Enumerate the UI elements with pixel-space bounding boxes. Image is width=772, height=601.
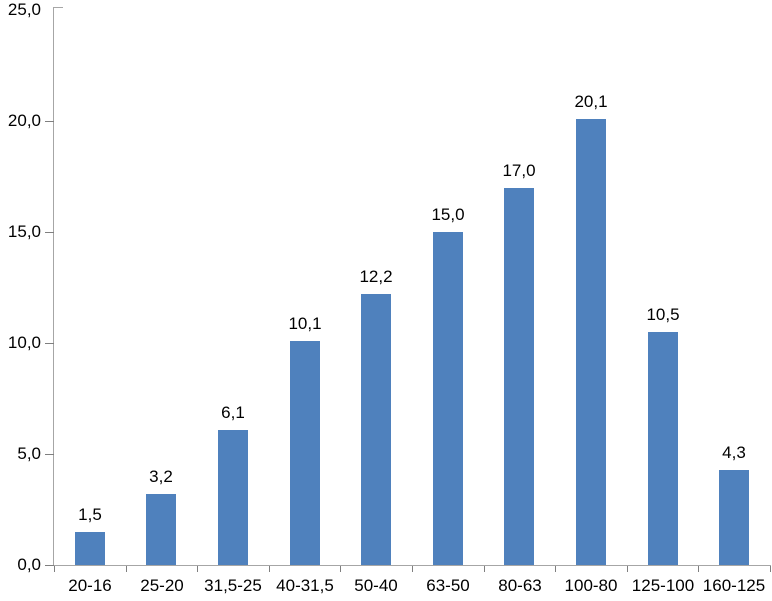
y-axis-top-tick [54, 7, 63, 8]
x-axis-category-label: 25-20 [140, 576, 184, 595]
y-axis-tick [45, 121, 54, 122]
x-axis-category-label: 50-40 [354, 576, 398, 595]
x-axis-tick [484, 566, 485, 572]
bar [218, 430, 248, 565]
x-axis-category-label: 40-31,5 [276, 576, 334, 595]
bar-value-label: 17,0 [502, 161, 536, 180]
x-axis-tick [770, 566, 771, 572]
y-axis-tick-label: 25,0 [7, 0, 41, 19]
x-axis-tick [698, 566, 699, 572]
x-axis-tick [412, 566, 413, 572]
bar-value-label: 6,1 [221, 403, 245, 422]
x-axis-category-label: 100-80 [564, 576, 618, 595]
x-axis-tick [340, 566, 341, 572]
y-axis-tick [45, 232, 54, 233]
x-axis-category-label: 125-100 [631, 576, 695, 595]
y-axis-tick [45, 565, 54, 566]
bar [75, 532, 105, 565]
y-axis-line [53, 7, 54, 566]
bar [433, 232, 463, 565]
y-axis-tick-label: 0,0 [17, 555, 41, 574]
x-axis-tick [269, 566, 270, 572]
bar-value-label: 10,5 [646, 305, 680, 324]
bar-value-label: 4,3 [722, 443, 746, 462]
bar-value-label: 1,5 [78, 505, 102, 524]
x-axis-category-label: 160-125 [702, 576, 766, 595]
x-axis-category-label: 63-50 [426, 576, 470, 595]
y-axis-tick-label: 20,0 [7, 111, 41, 130]
x-axis-tick [126, 566, 127, 572]
bar-value-label: 3,2 [149, 467, 173, 486]
bar [504, 188, 534, 565]
y-axis-tick [45, 343, 54, 344]
y-axis-tick-label: 5,0 [17, 444, 41, 463]
bar [648, 332, 678, 565]
y-axis-tick [45, 454, 54, 455]
y-axis-tick-label: 15,0 [7, 222, 41, 241]
bar [719, 470, 749, 565]
x-axis-line [53, 565, 771, 566]
bar-value-label: 10,1 [288, 314, 322, 333]
y-axis-tick-label: 10,0 [7, 333, 41, 352]
x-axis-tick [54, 566, 55, 572]
x-axis-tick [197, 566, 198, 572]
bar-value-label: 12,2 [359, 267, 393, 286]
x-axis-category-label: 20-16 [68, 576, 112, 595]
bar [290, 341, 320, 565]
x-axis-tick [627, 566, 628, 572]
bar [146, 494, 176, 565]
bar [361, 294, 391, 565]
x-axis-category-label: 80-63 [498, 576, 542, 595]
bar-value-label: 20,1 [574, 92, 608, 111]
bar [576, 119, 606, 565]
x-axis-category-label: 31,5-25 [204, 576, 262, 595]
bar-value-label: 15,0 [431, 205, 465, 224]
x-axis-tick [555, 566, 556, 572]
